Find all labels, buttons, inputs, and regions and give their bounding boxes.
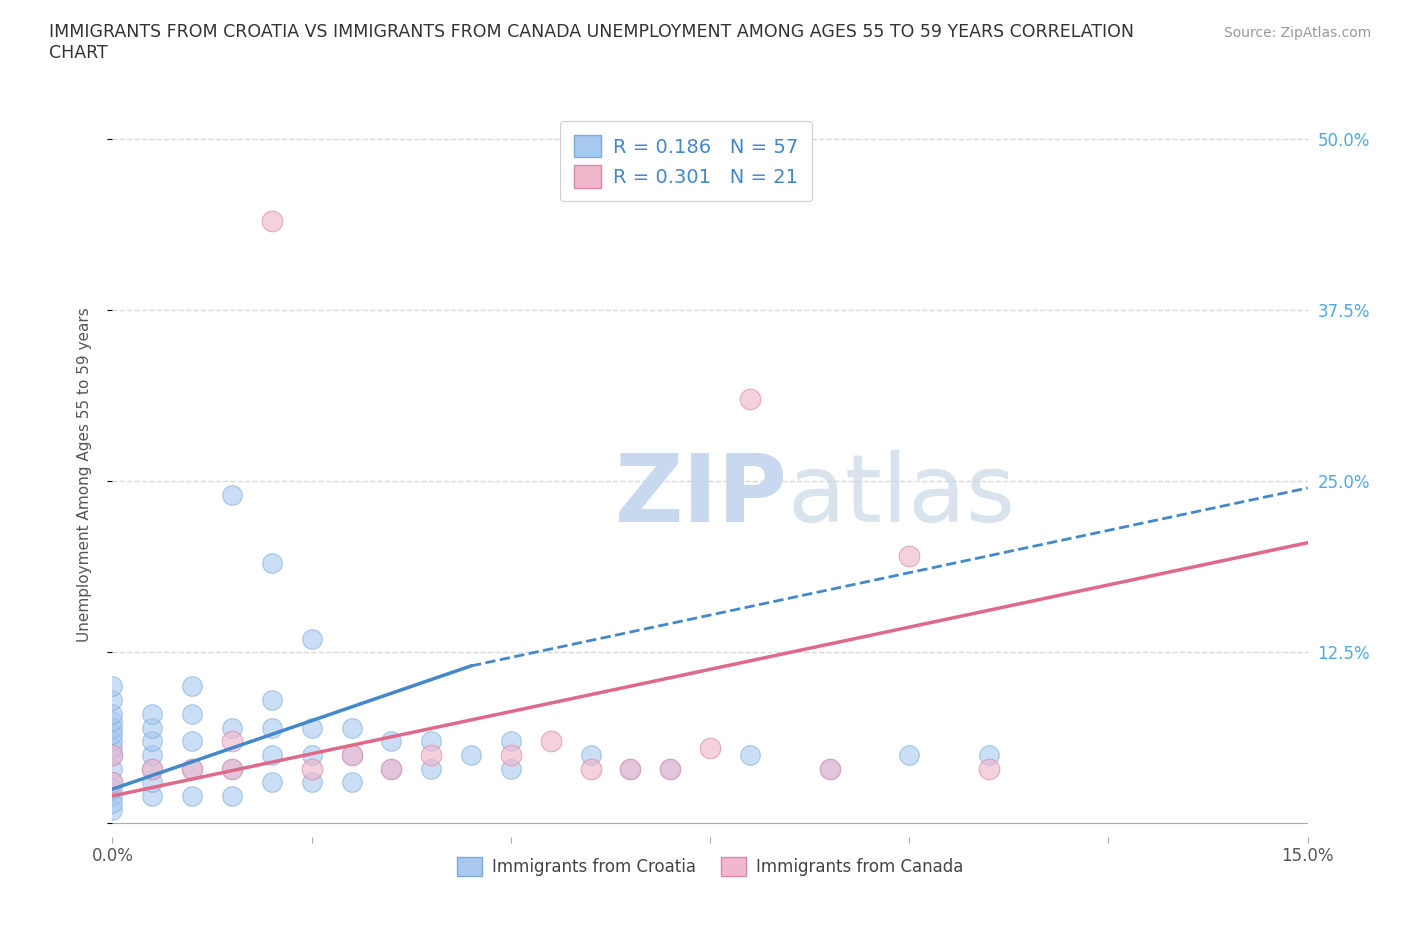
Point — [460, 748, 482, 763]
Point — [101, 740, 124, 755]
Point — [101, 727, 124, 742]
Point — [141, 707, 163, 722]
Point — [141, 734, 163, 749]
Point — [499, 761, 522, 776]
Point — [181, 761, 204, 776]
Legend: Immigrants from Croatia, Immigrants from Canada: Immigrants from Croatia, Immigrants from… — [450, 851, 970, 884]
Point — [977, 748, 1000, 763]
Point — [699, 740, 721, 755]
Point — [818, 761, 841, 776]
Text: Source: ZipAtlas.com: Source: ZipAtlas.com — [1223, 26, 1371, 40]
Point — [619, 761, 641, 776]
Point — [898, 549, 921, 564]
Point — [380, 734, 402, 749]
Text: atlas: atlas — [787, 450, 1017, 542]
Point — [260, 748, 283, 763]
Point — [101, 775, 124, 790]
Point — [101, 707, 124, 722]
Point — [260, 556, 283, 571]
Point — [221, 761, 243, 776]
Text: IMMIGRANTS FROM CROATIA VS IMMIGRANTS FROM CANADA UNEMPLOYMENT AMONG AGES 55 TO : IMMIGRANTS FROM CROATIA VS IMMIGRANTS FR… — [49, 23, 1135, 62]
Point — [260, 214, 283, 229]
Point — [221, 487, 243, 502]
Point — [101, 679, 124, 694]
Point — [340, 775, 363, 790]
Point — [380, 761, 402, 776]
Point — [141, 748, 163, 763]
Point — [221, 720, 243, 735]
Point — [141, 775, 163, 790]
Point — [141, 761, 163, 776]
Point — [221, 761, 243, 776]
Point — [301, 761, 323, 776]
Point — [181, 679, 204, 694]
Point — [181, 789, 204, 804]
Point — [141, 789, 163, 804]
Point — [340, 748, 363, 763]
Point — [579, 761, 602, 776]
Point — [181, 761, 204, 776]
Point — [420, 748, 443, 763]
Point — [101, 748, 124, 763]
Point — [101, 713, 124, 728]
Point — [260, 775, 283, 790]
Point — [499, 748, 522, 763]
Point — [301, 748, 323, 763]
Point — [738, 392, 761, 406]
Point — [101, 734, 124, 749]
Point — [420, 761, 443, 776]
Point — [141, 761, 163, 776]
Point — [221, 789, 243, 804]
Point — [977, 761, 1000, 776]
Point — [579, 748, 602, 763]
Point — [260, 693, 283, 708]
Point — [301, 775, 323, 790]
Point — [659, 761, 682, 776]
Point — [898, 748, 921, 763]
Point — [738, 748, 761, 763]
Point — [340, 748, 363, 763]
Point — [301, 631, 323, 646]
Point — [181, 707, 204, 722]
Point — [420, 734, 443, 749]
Y-axis label: Unemployment Among Ages 55 to 59 years: Unemployment Among Ages 55 to 59 years — [77, 307, 91, 642]
Point — [540, 734, 562, 749]
Point — [101, 781, 124, 796]
Point — [499, 734, 522, 749]
Point — [659, 761, 682, 776]
Point — [101, 795, 124, 810]
Point — [101, 720, 124, 735]
Point — [619, 761, 641, 776]
Point — [301, 720, 323, 735]
Point — [101, 789, 124, 804]
Point — [260, 720, 283, 735]
Point — [101, 748, 124, 763]
Point — [181, 734, 204, 749]
Point — [340, 720, 363, 735]
Point — [101, 775, 124, 790]
Point — [141, 720, 163, 735]
Point — [101, 803, 124, 817]
Point — [101, 761, 124, 776]
Text: ZIP: ZIP — [614, 450, 787, 542]
Point — [221, 734, 243, 749]
Point — [818, 761, 841, 776]
Point — [380, 761, 402, 776]
Point — [101, 693, 124, 708]
